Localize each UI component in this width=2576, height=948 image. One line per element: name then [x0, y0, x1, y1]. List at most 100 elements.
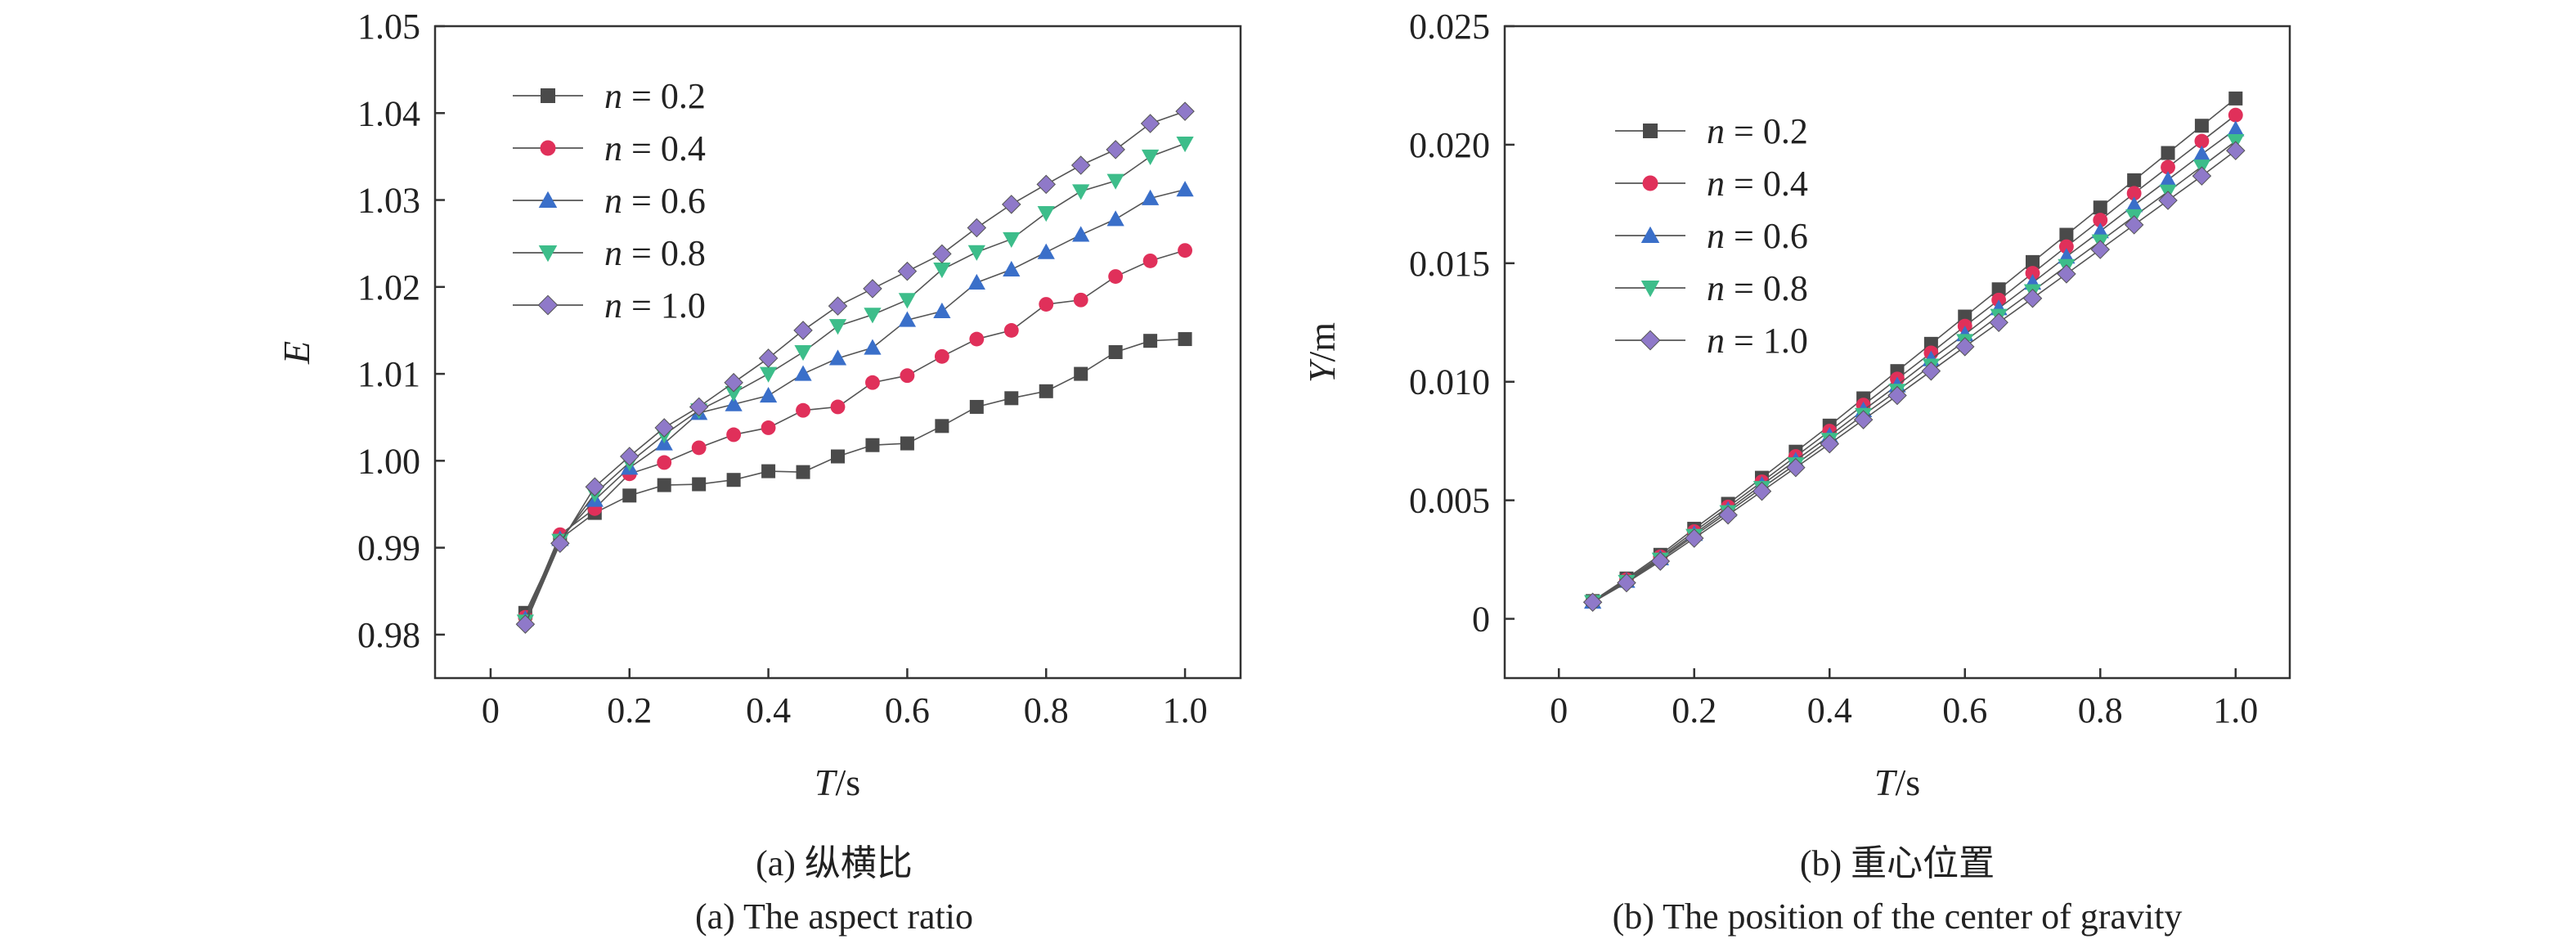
data-point-1-19	[2228, 107, 2243, 123]
data-point-0-17	[1108, 345, 1123, 359]
chart-panel-b: 0 0.2 0.4 0.6 0.8 1.0 0 0.005 0.010 0.015 0.020 0.0…	[1301, 7, 2291, 937]
y-tick-label: 1.05	[357, 7, 420, 47]
data-point-4-18	[2192, 166, 2212, 186]
data-point-0-7	[761, 464, 776, 478]
legend-label-2: n = 0.6	[1707, 216, 1808, 256]
data-point-2-16	[2125, 196, 2143, 213]
caption-cn-b: (b) 重心位置	[1800, 843, 1995, 883]
data-point-0-16	[2127, 173, 2142, 187]
data-point-1-15	[2093, 213, 2108, 227]
data-point-3-9	[828, 319, 847, 335]
legend-label-1: n = 0.4	[1707, 164, 1808, 204]
x-tick-label: 0.4	[1807, 690, 1852, 730]
data-point-4-1	[1617, 573, 1636, 593]
data-point-2-9	[828, 349, 847, 366]
y-tick-label: 1.00	[357, 441, 420, 481]
data-point-0-15	[2093, 200, 2107, 215]
data-point-4-14	[1002, 195, 1021, 214]
data-point-2-11	[898, 311, 917, 327]
data-point-0-14	[1004, 391, 1019, 406]
data-point-4-18	[1140, 114, 1160, 133]
data-point-0-8	[796, 465, 810, 479]
x-tick-label: 0.2	[607, 690, 652, 730]
x-tick-label: 1.0	[2213, 690, 2258, 730]
data-point-4-8	[793, 321, 813, 340]
data-point-3-7	[759, 366, 778, 383]
data-point-0-5	[692, 477, 707, 492]
plot-frame-a	[433, 25, 1242, 680]
data-point-4-13	[2022, 288, 2043, 308]
data-point-4-15	[2090, 240, 2111, 259]
data-point-1-7	[761, 420, 776, 435]
data-point-3-12	[933, 263, 951, 279]
data-point-4-6	[724, 372, 743, 393]
data-point-2-19	[1176, 181, 1194, 197]
data-point-0-16	[1074, 366, 1088, 381]
data-point-1-13	[969, 331, 985, 347]
x-tick-label: 0.6	[1942, 690, 1987, 730]
data-point-1-10	[865, 375, 880, 390]
data-point-1-12	[934, 348, 949, 364]
data-point-1-5	[691, 440, 707, 456]
caption-cn-a: (a) 纵横比	[756, 843, 913, 883]
legend-a: n = 0.2 n = 0.4 n = 0.6 n = 0.8 n = 1.0	[513, 76, 706, 326]
data-point-4-3	[1684, 528, 1704, 548]
data-point-3-19	[1176, 136, 1194, 153]
data-point-4-4	[654, 418, 674, 438]
legend-label-2: n = 0.6	[604, 181, 706, 221]
y-tick-label: 0.015	[1409, 244, 1490, 284]
y-tick-label: 0.020	[1409, 125, 1490, 165]
data-point-2-16	[1072, 226, 1090, 242]
data-point-2-18	[2192, 145, 2211, 162]
x-tick-label: 0	[1550, 690, 1568, 730]
data-point-0-10	[865, 438, 880, 452]
data-point-4-3	[620, 447, 640, 466]
data-point-1-4	[657, 455, 672, 470]
data-point-3-11	[898, 293, 917, 309]
data-point-0-15	[1039, 384, 1053, 398]
data-point-4-0	[515, 614, 536, 634]
data-point-0-19	[2228, 91, 2243, 106]
data-point-4-2	[1650, 551, 1671, 571]
data-point-3-15	[1037, 205, 1055, 222]
data-point-1-13	[2025, 266, 2040, 281]
data-point-4-15	[1036, 174, 1056, 195]
data-point-4-14	[2057, 264, 2076, 284]
y-tick-label: 1.03	[357, 181, 420, 221]
data-point-1-6	[726, 427, 742, 443]
x-tick-label: 0.6	[885, 690, 930, 730]
data-point-4-7	[1820, 434, 1839, 454]
y-tick-label: 0.98	[357, 615, 420, 655]
data-point-4-10	[863, 279, 882, 299]
data-point-4-12	[1989, 312, 2008, 333]
data-point-3-18	[1141, 149, 1160, 166]
y-tick-label: 0.005	[1409, 481, 1490, 521]
data-point-2-17	[2159, 171, 2177, 187]
data-point-0-14	[2059, 227, 2074, 242]
data-point-4-13	[967, 218, 987, 238]
data-point-2-10	[864, 339, 882, 355]
data-point-2-15	[2091, 222, 2109, 239]
data-point-0-19	[1178, 332, 1192, 347]
data-point-1-18	[2194, 133, 2210, 149]
data-point-2-18	[1141, 189, 1160, 205]
data-point-0-18	[1143, 334, 1158, 348]
data-point-4-7	[758, 348, 779, 368]
data-point-4-0	[1582, 592, 1603, 613]
y-tick-label: 0	[1472, 600, 1490, 640]
data-point-4-17	[2158, 191, 2178, 210]
data-point-2-7	[759, 387, 778, 403]
data-point-4-11	[1955, 337, 1975, 357]
data-point-1-15	[1039, 297, 1054, 312]
data-point-0-6	[726, 473, 741, 487]
legend-marker-3	[1640, 281, 1660, 298]
data-point-1-17	[1108, 269, 1124, 284]
data-point-4-17	[1106, 140, 1125, 159]
caption-en-a: (a) The aspect ratio	[695, 896, 973, 937]
y-tick-label: 1.02	[357, 267, 420, 308]
data-point-0-13	[969, 399, 984, 414]
data-point-4-19	[2226, 141, 2246, 160]
data-point-1-14	[1003, 323, 1019, 338]
data-point-1-16	[2126, 186, 2142, 201]
